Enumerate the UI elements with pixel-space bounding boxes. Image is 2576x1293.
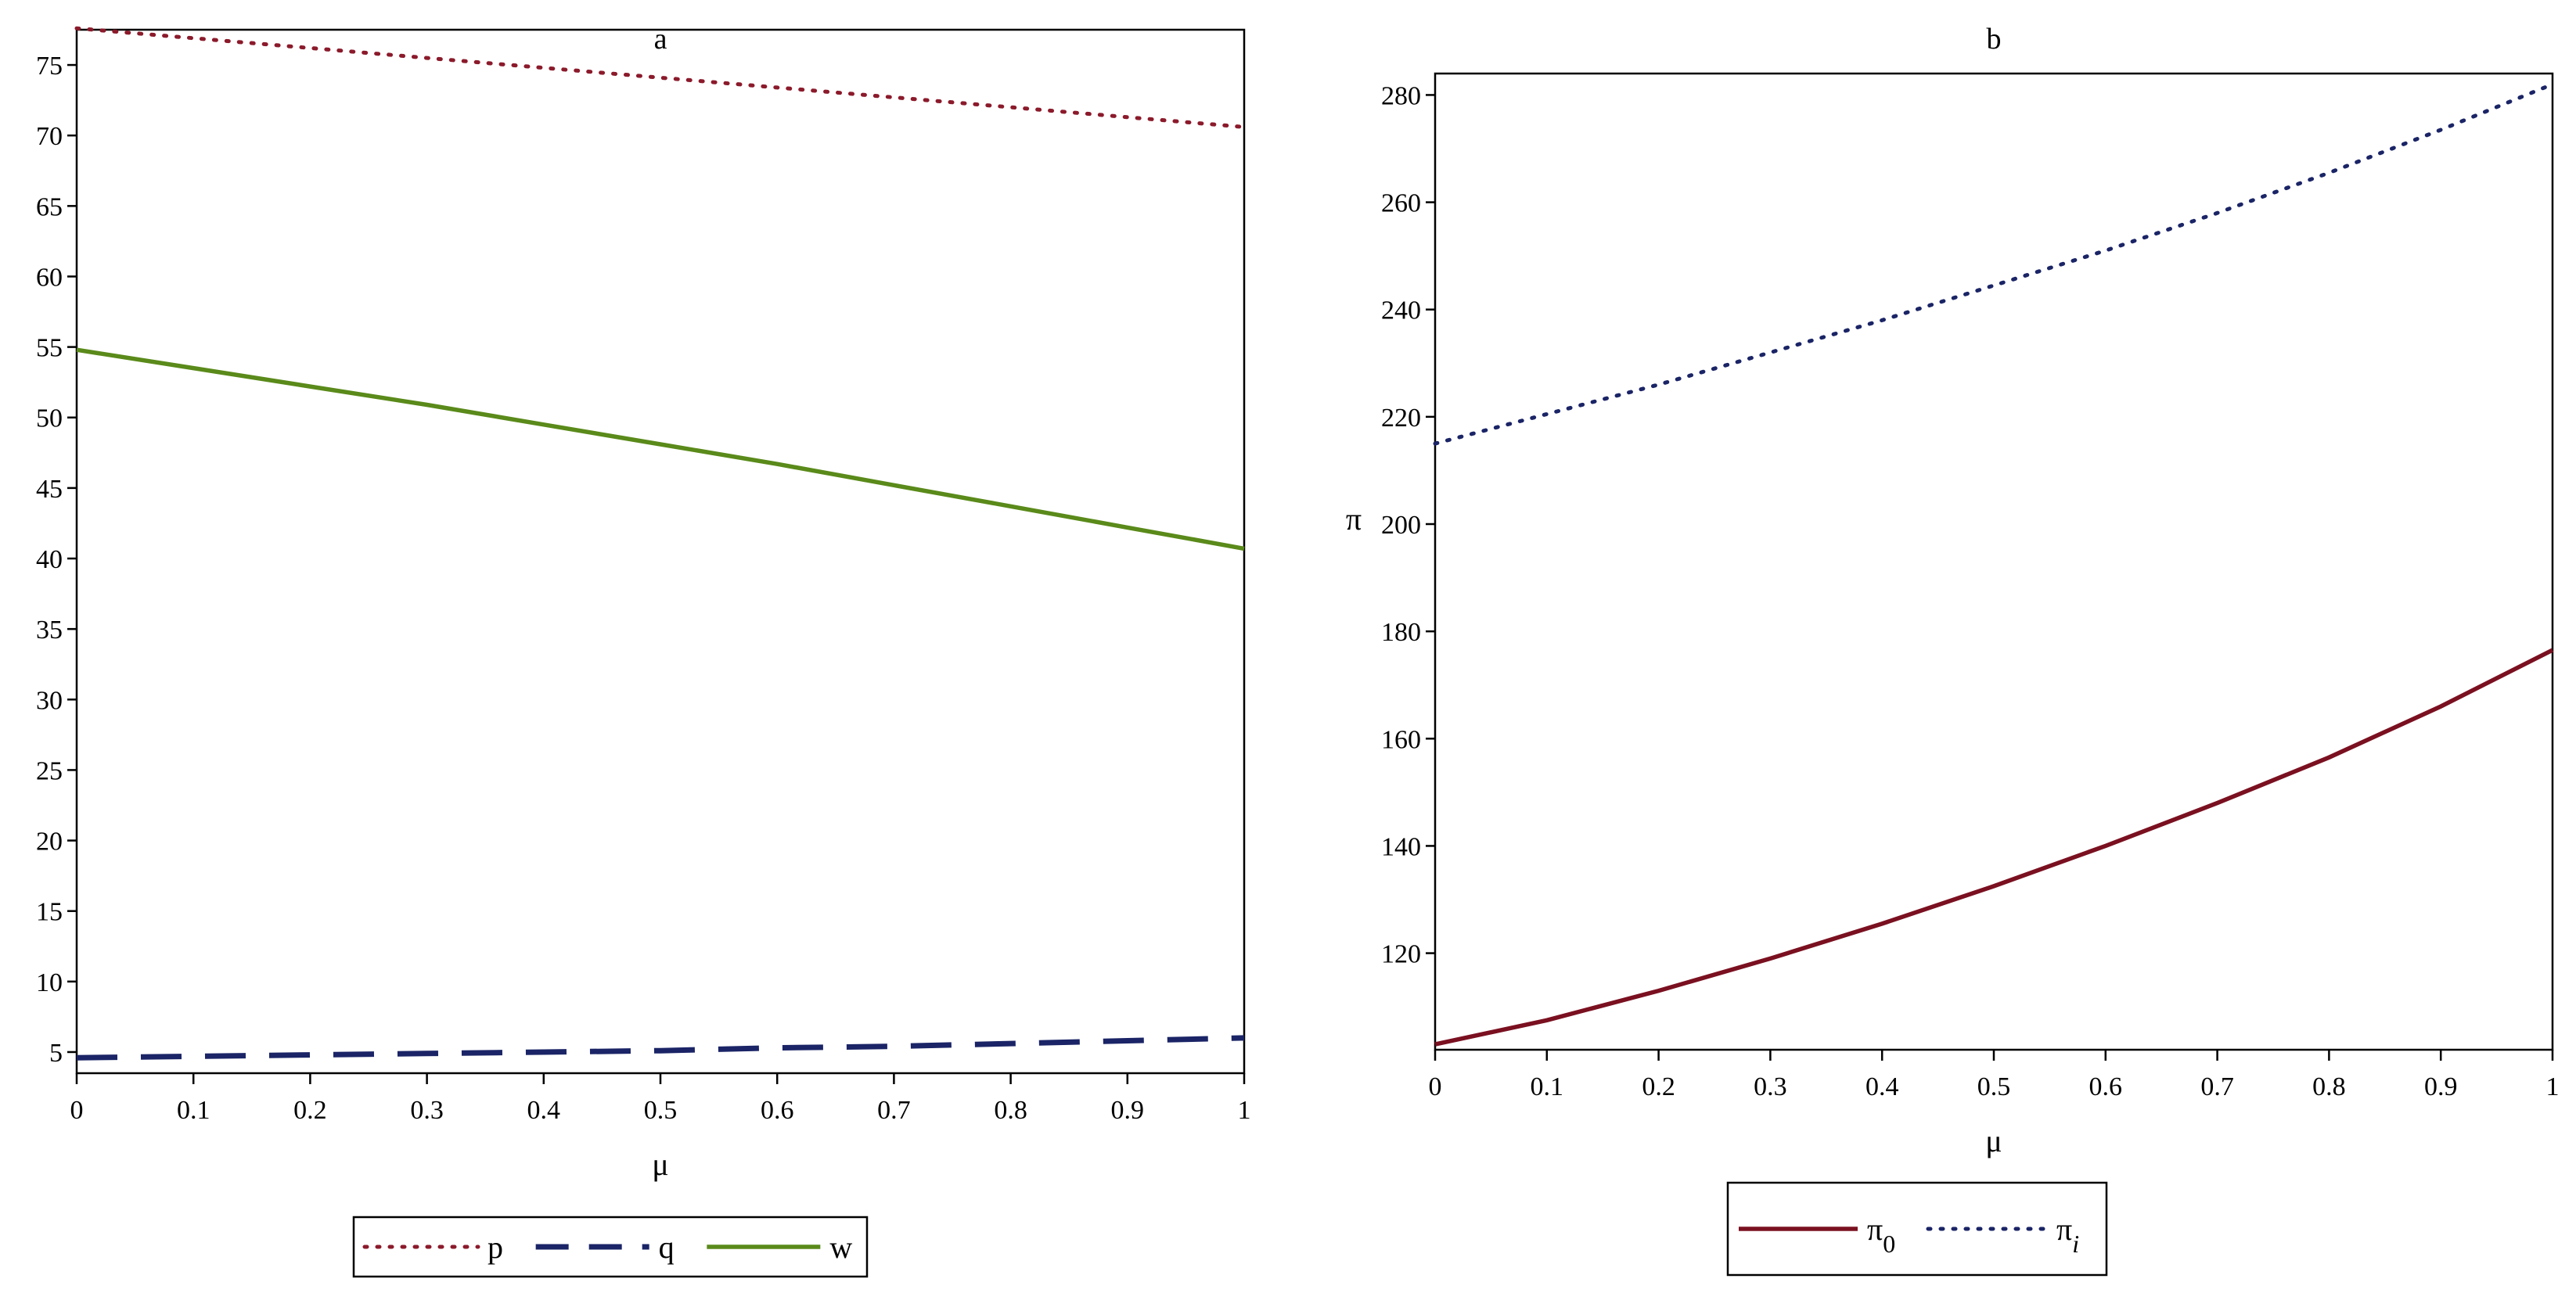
- x-tick-label: 0: [1429, 1072, 1442, 1101]
- x-tick-label: 0.1: [1531, 1072, 1564, 1101]
- series-lines: [74, 26, 1247, 1061]
- x-tick-label: 0.5: [644, 1096, 678, 1125]
- x-tick-label: 0.2: [293, 1096, 327, 1125]
- y-tick-label: 220: [1381, 404, 1421, 433]
- x-tick-label: 0.6: [2089, 1072, 2123, 1101]
- y-tick-label: 5: [49, 1039, 63, 1068]
- x-axis-ticks: 0 0.1 0.2 0.3 0.4 0.5 0.6 0.7 0.8 0.9 1: [1429, 1050, 2560, 1101]
- x-tick-label: 0.9: [1111, 1096, 1145, 1125]
- y-tick-label: 180: [1381, 618, 1421, 647]
- x-tick-label: 1: [2546, 1072, 2560, 1101]
- y-tick-label: 30: [36, 686, 63, 715]
- series-line-p: [74, 26, 1247, 129]
- y-axis-ticks: 5 10 15 20 25 30 35 40 45 50 55 60 65 70 75: [36, 52, 77, 1068]
- x-tick-label: 0.6: [761, 1096, 794, 1125]
- x-axis-ticks: 0 0.1 0.2 0.3 0.4 0.5 0.6 0.7 0.8 0.9 1: [70, 1073, 1251, 1125]
- y-tick-label: 55: [36, 334, 63, 363]
- y-tick-label: 280: [1381, 81, 1421, 110]
- series-lines: [1433, 82, 2555, 1047]
- legend-label: p: [487, 1230, 503, 1265]
- series-line-π0: [1434, 648, 2554, 1047]
- chart-panel-b: b 120 140 160 180 200 220 240 260 280 0 0.1 0.2 0.3…: [1346, 23, 2560, 1277]
- y-tick-label: 70: [36, 122, 63, 151]
- y-tick-label: 120: [1381, 940, 1421, 969]
- series-line-q: [76, 1035, 1245, 1061]
- legend-label: w: [829, 1230, 852, 1265]
- x-tick-label: 0.8: [994, 1096, 1027, 1125]
- y-tick-label: 200: [1381, 511, 1421, 540]
- x-tick-label: 0.4: [1865, 1072, 1899, 1101]
- y-tick-label: 40: [36, 545, 63, 574]
- y-tick-label: 140: [1381, 832, 1421, 861]
- chart-title: a: [654, 23, 667, 56]
- y-tick-label: 25: [36, 756, 63, 785]
- x-tick-label: 0.7: [2200, 1072, 2234, 1101]
- y-tick-label: 60: [36, 263, 63, 292]
- y-tick-label: 50: [36, 404, 63, 433]
- y-axis-label: π: [1346, 501, 1362, 537]
- x-axis-label: μ: [652, 1147, 668, 1182]
- y-tick-label: 160: [1381, 725, 1421, 754]
- series-line-w: [76, 347, 1245, 551]
- y-tick-label: 260: [1381, 189, 1421, 218]
- y-tick-label: 75: [36, 52, 63, 81]
- x-tick-label: 0: [70, 1096, 84, 1125]
- x-tick-label: 0.2: [1642, 1072, 1675, 1101]
- x-tick-label: 0.5: [1977, 1072, 2011, 1101]
- y-tick-label: 20: [36, 828, 63, 857]
- y-tick-label: 10: [36, 968, 63, 997]
- legend-label: q: [659, 1230, 675, 1265]
- y-tick-label: 35: [36, 616, 63, 645]
- y-tick-label: 240: [1381, 296, 1421, 325]
- x-tick-label: 1: [1238, 1096, 1251, 1125]
- y-tick-label: 15: [36, 898, 63, 927]
- y-tick-label: 65: [36, 192, 63, 221]
- x-tick-label: 0.1: [177, 1096, 210, 1125]
- x-tick-label: 0.3: [1754, 1072, 1787, 1101]
- legend: π0 πi: [1726, 1181, 2108, 1277]
- chart-title: b: [1987, 23, 2002, 56]
- x-tick-label: 0.9: [2424, 1072, 2458, 1101]
- y-axis-ticks: 120 140 160 180 200 220 240 260 280: [1381, 81, 1435, 969]
- y-tick-label: 45: [36, 475, 63, 504]
- x-tick-label: 0.7: [877, 1096, 911, 1125]
- x-tick-label: 0.3: [410, 1096, 444, 1125]
- x-tick-label: 0.8: [2312, 1072, 2346, 1101]
- x-axis-label: μ: [1985, 1123, 2002, 1158]
- x-tick-label: 0.4: [527, 1096, 561, 1125]
